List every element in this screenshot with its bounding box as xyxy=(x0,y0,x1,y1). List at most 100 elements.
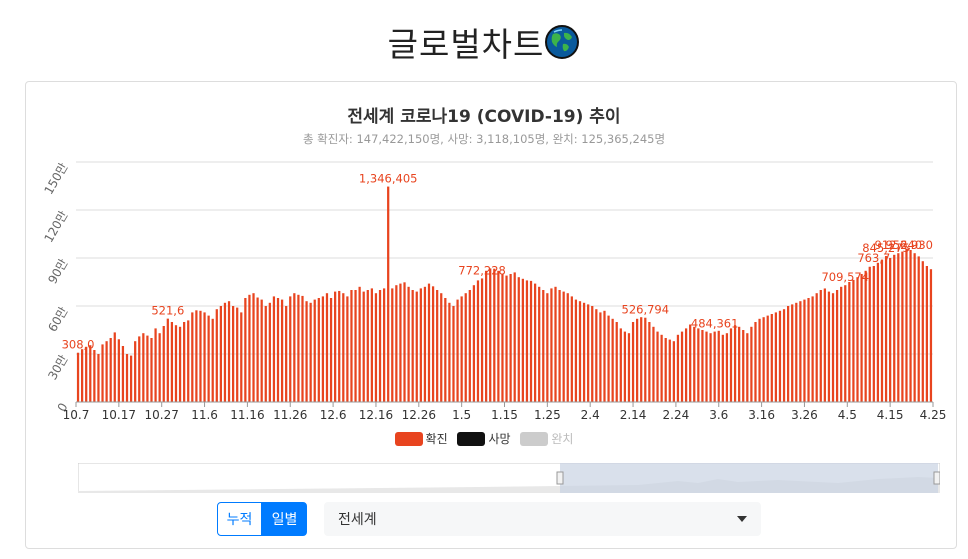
bar-confirmed xyxy=(905,248,908,402)
bar-confirmed xyxy=(448,302,451,402)
bar-confirmed xyxy=(770,314,773,402)
bar-confirmed xyxy=(325,293,329,402)
x-tick-label: 4.15 xyxy=(877,408,904,422)
bar-confirmed xyxy=(766,315,769,402)
bar-confirmed xyxy=(85,346,88,402)
bar-confirmed xyxy=(403,282,406,402)
bar-confirmed xyxy=(174,325,178,402)
bar-confirmed xyxy=(436,290,439,402)
bar-confirmed xyxy=(844,285,847,402)
bar-confirmed xyxy=(480,278,484,402)
bar-confirmed xyxy=(203,312,206,402)
bar-confirmed xyxy=(346,296,349,402)
bar-confirmed xyxy=(701,330,704,402)
bar-confirmed xyxy=(799,301,802,402)
legend-swatch-confirmed xyxy=(394,431,423,446)
bar-confirmed xyxy=(705,331,708,402)
bar-confirmed xyxy=(717,330,720,402)
bar-confirmed xyxy=(762,317,765,402)
chevron-down-icon xyxy=(737,516,747,522)
bar-confirmed xyxy=(644,317,647,402)
x-tick-label: 10.17 xyxy=(102,408,136,422)
bar-confirmed xyxy=(680,331,684,402)
bar-confirmed xyxy=(607,315,610,402)
data-label: 709,574 xyxy=(821,270,869,284)
cumulative-button[interactable]: 누적 xyxy=(217,502,262,536)
bar-confirmed xyxy=(374,293,378,402)
x-tick-label: 1.25 xyxy=(534,408,561,422)
bar-confirmed xyxy=(138,336,141,402)
daily-button[interactable]: 일별 xyxy=(262,502,307,536)
bar-confirmed xyxy=(901,251,904,402)
bar-confirmed xyxy=(611,318,614,402)
bar-confirmed xyxy=(334,291,337,402)
bar-confirmed xyxy=(587,304,590,402)
bar-confirmed xyxy=(89,345,92,402)
bar-confirmed xyxy=(370,288,373,402)
bar-confirmed xyxy=(913,253,916,402)
bar-confirmed xyxy=(929,269,933,402)
bar-confirmed xyxy=(236,307,239,402)
bar-confirmed xyxy=(636,318,639,402)
bar-confirmed xyxy=(293,293,296,402)
bar-confirmed xyxy=(195,310,198,402)
bar-confirmed xyxy=(80,349,84,402)
bar-confirmed xyxy=(897,253,900,402)
bar-confirmed xyxy=(427,283,431,402)
bar-confirmed xyxy=(921,261,924,402)
x-tick-label: 10.27 xyxy=(145,408,179,422)
bar-confirmed xyxy=(893,254,896,402)
bar-confirmed xyxy=(811,296,814,402)
x-tick-label: 11.6 xyxy=(191,408,218,422)
bar-confirmed xyxy=(244,298,247,402)
bar-confirmed xyxy=(93,350,96,402)
data-label: 956,930 xyxy=(885,238,933,252)
bar-confirmed xyxy=(595,309,598,402)
bar-confirmed xyxy=(178,326,182,402)
bar-confirmed xyxy=(750,326,753,402)
navigator-handle-left[interactable] xyxy=(556,471,564,485)
bar-confirmed xyxy=(227,301,231,402)
bar-confirmed xyxy=(721,334,724,402)
bar-confirmed xyxy=(615,322,618,402)
bar-confirmed xyxy=(101,344,104,402)
bar-confirmed xyxy=(889,258,892,402)
legend-item-recovered[interactable]: 완치 xyxy=(520,430,573,447)
bar-confirmed xyxy=(529,280,533,402)
x-tick-label: 2.14 xyxy=(620,408,647,422)
bar-confirmed xyxy=(207,315,210,402)
bar-confirmed xyxy=(142,333,145,402)
bar-confirmed xyxy=(582,302,586,402)
bar-confirmed xyxy=(109,338,112,402)
bar-confirmed xyxy=(125,354,129,402)
bar-confirmed xyxy=(497,270,500,402)
bar-confirmed xyxy=(787,306,790,402)
legend-item-confirmed[interactable]: 확진 xyxy=(394,430,448,447)
legend-item-deaths[interactable]: 사망 xyxy=(457,430,511,447)
bar-confirmed xyxy=(219,306,222,402)
region-select-value: 전세계 xyxy=(338,512,377,528)
bar-confirmed xyxy=(191,312,194,402)
bar-confirmed xyxy=(599,312,602,402)
range-navigator[interactable] xyxy=(78,463,940,493)
bar-confirmed xyxy=(623,331,627,402)
bar-confirmed xyxy=(684,328,688,402)
region-select[interactable]: 전세계 xyxy=(324,502,761,536)
bar-confirmed xyxy=(452,306,455,402)
bar-confirmed xyxy=(256,297,259,402)
bar-confirmed xyxy=(795,302,798,402)
navigator-handle-right[interactable] xyxy=(933,471,940,485)
x-tick-label: 3.6 xyxy=(709,408,728,422)
bar-confirmed xyxy=(664,338,667,402)
bar-confirmed xyxy=(485,270,488,402)
bar-confirmed xyxy=(97,354,100,402)
navigator-selection[interactable] xyxy=(560,463,938,493)
bar-confirmed xyxy=(546,293,549,402)
bar-confirmed xyxy=(391,288,394,402)
bar-confirmed xyxy=(301,295,304,402)
bar-confirmed xyxy=(672,341,675,402)
bar-confirmed xyxy=(513,272,516,402)
legend-label-recovered: 완치 xyxy=(551,432,574,446)
bar-confirmed xyxy=(807,298,810,402)
data-label: 1,346,405 xyxy=(359,172,418,186)
